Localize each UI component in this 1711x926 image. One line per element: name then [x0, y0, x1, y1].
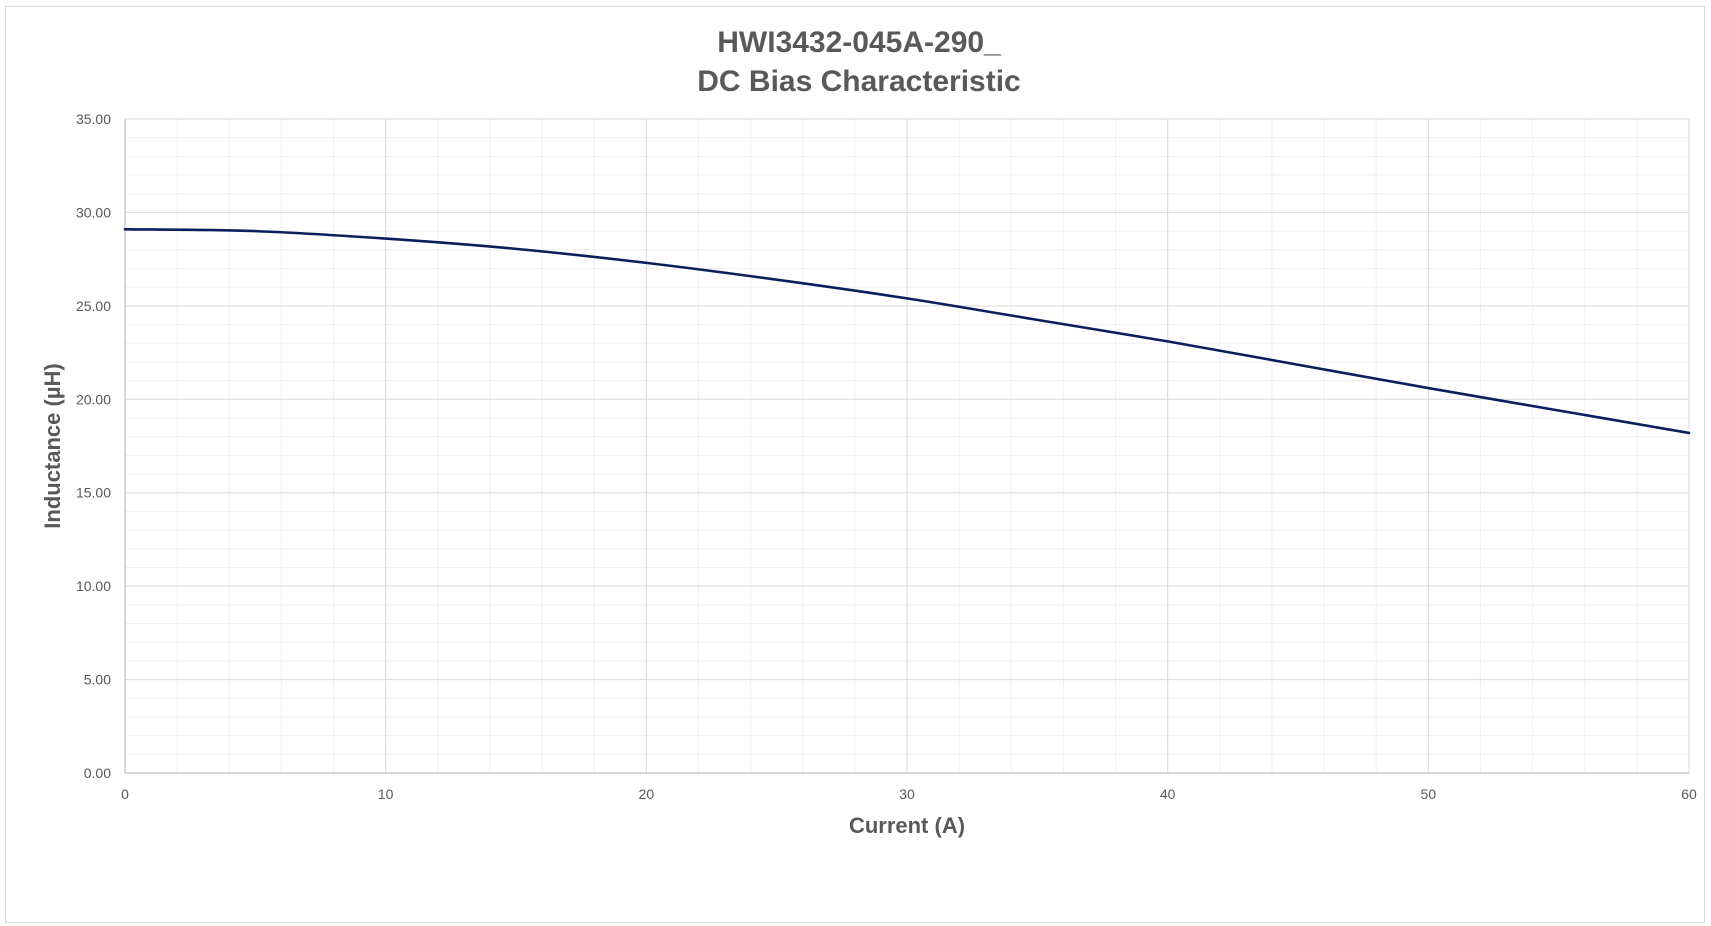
x-tick-label: 10 [378, 786, 394, 802]
tick-labels: 0 10 20 30 40 50 60 0.00 5.00 10.00 15.00 20.00 25.0… [76, 111, 1697, 802]
y-tick-label: 35.00 [76, 111, 111, 127]
x-tick-label: 0 [121, 786, 129, 802]
chart-title-line-1: HWI3432-045A-290_ [717, 26, 1001, 59]
x-tick-label: 40 [1160, 786, 1176, 802]
x-tick-label: 60 [1681, 786, 1697, 802]
x-tick-label: 30 [899, 786, 915, 802]
y-tick-label: 15.00 [76, 485, 111, 501]
y-tick-label: 5.00 [84, 672, 111, 688]
x-tick-label: 20 [639, 786, 655, 802]
y-tick-label: 10.00 [76, 578, 111, 594]
x-axis-title: Current (A) [849, 813, 965, 838]
y-axis-title: Inductance (µH) [40, 363, 65, 528]
y-tick-label: 30.00 [76, 204, 111, 220]
major-gridlines [124, 118, 1690, 774]
series-line-inductance [123, 227, 1691, 435]
y-tick-label: 20.00 [76, 391, 111, 407]
chart-title-line-2: DC Bias Characteristic [697, 65, 1020, 98]
series-group [123, 227, 1691, 435]
x-tick-label: 50 [1421, 786, 1437, 802]
y-tick-label: 0.00 [84, 765, 111, 781]
y-tick-label: 25.00 [76, 298, 111, 314]
